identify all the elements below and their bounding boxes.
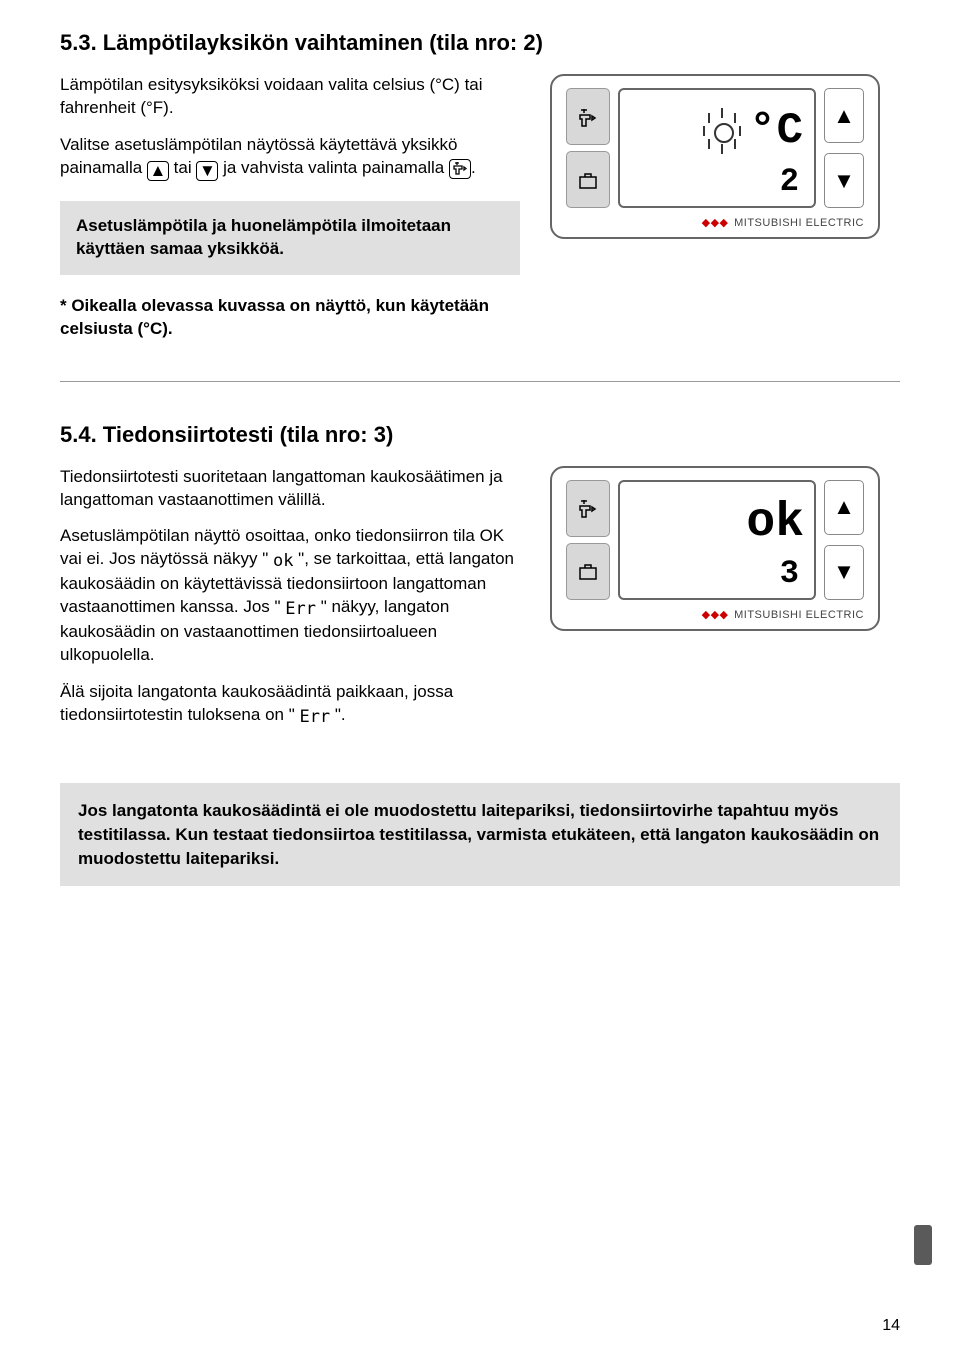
device1-brand: ◆◆◆ MITSUBISHI ELECTRIC bbox=[566, 216, 864, 229]
device1-side-buttons bbox=[566, 88, 610, 208]
ok-glyph-icon: ok bbox=[273, 550, 293, 573]
device2-brand: ◆◆◆ MITSUBISHI ELECTRIC bbox=[566, 608, 864, 621]
suitcase-button[interactable] bbox=[566, 151, 610, 208]
s53-p2-c: ja vahvista valinta painamalla bbox=[218, 158, 449, 177]
device1-brand-text: MITSUBISHI ELECTRIC bbox=[734, 217, 864, 229]
faucet-icon bbox=[449, 159, 471, 179]
err-glyph-icon: Err bbox=[285, 598, 316, 621]
s54-p2: Asetuslämpötilan näyttö osoittaa, onko t… bbox=[60, 525, 520, 667]
s54-p3-a: Älä sijoita langatonta kaukosäädintä pai… bbox=[60, 682, 453, 724]
err-glyph-icon-2: Err bbox=[299, 706, 330, 729]
brand-logo-icon-2: ◆◆◆ bbox=[702, 609, 729, 621]
s54-p1: Tiedonsiirtotesti suoritetaan langattoma… bbox=[60, 466, 520, 512]
brand-logo-icon: ◆◆◆ bbox=[702, 217, 729, 229]
s53-info-box: Asetuslämpötila ja huonelämpötila ilmoit… bbox=[60, 201, 520, 275]
s53-p2: Valitse asetuslämpötilan näytössä käytet… bbox=[60, 134, 520, 181]
device2-brand-text: MITSUBISHI ELECTRIC bbox=[734, 609, 864, 621]
s53-p2-d: . bbox=[471, 158, 476, 177]
wide-info-box: Jos langatonta kaukosäädintä ei ole muod… bbox=[60, 783, 900, 886]
device2-arrow-buttons: ▲ ▼ bbox=[824, 480, 864, 600]
s54-p3-b: ". bbox=[330, 705, 345, 724]
down-button-2[interactable]: ▼ bbox=[824, 545, 864, 600]
side-tab bbox=[914, 1225, 932, 1265]
suitcase-button-2[interactable] bbox=[566, 543, 610, 600]
remote-device-2: ok 3 ▲ ▼ ◆◆◆ MITSUBISHI ELECTRIC bbox=[550, 466, 880, 631]
up-button-2[interactable]: ▲ bbox=[824, 480, 864, 535]
section-divider bbox=[60, 381, 900, 382]
section-53-left: Lämpötilan esitysyksiköksi voidaan valit… bbox=[60, 74, 520, 341]
device2-main-value: ok bbox=[746, 496, 804, 550]
up-button[interactable]: ▲ bbox=[824, 88, 864, 143]
section-54-content: Tiedonsiirtotesti suoritetaan langattoma… bbox=[60, 466, 900, 743]
section-54-left: Tiedonsiirtotesti suoritetaan langattoma… bbox=[60, 466, 520, 743]
s54-p3: Älä sijoita langatonta kaukosäädintä pai… bbox=[60, 681, 520, 729]
device1-main-value: °C bbox=[749, 106, 804, 156]
s53-footnote: * Oikealla olevassa kuvassa on näyttö, k… bbox=[60, 295, 520, 341]
device2-side-buttons bbox=[566, 480, 610, 600]
section-53-right: °C 2 ▲ ▼ ◆◆◆ MITSUBISHI ELECTRIC bbox=[550, 74, 890, 239]
remote-device-1: °C 2 ▲ ▼ ◆◆◆ MITSUBISHI ELECTRIC bbox=[550, 74, 880, 239]
device2-lcd: ok 3 bbox=[618, 480, 816, 600]
sun-icon bbox=[699, 108, 745, 154]
section-54-right: ok 3 ▲ ▼ ◆◆◆ MITSUBISHI ELECTRIC bbox=[550, 466, 890, 631]
device2-lcd-main: ok bbox=[660, 488, 804, 558]
section-54-title: 5.4. Tiedonsiirtotesti (tila nro: 3) bbox=[60, 422, 900, 448]
faucet-button[interactable] bbox=[566, 88, 610, 145]
down-button[interactable]: ▼ bbox=[824, 153, 864, 208]
faucet-button-2[interactable] bbox=[566, 480, 610, 537]
section-53-title: 5.3. Lämpötilayksikön vaihtaminen (tila … bbox=[60, 30, 900, 56]
up-triangle-icon: ▲ bbox=[147, 161, 169, 181]
device1-lcd-main: °C bbox=[660, 96, 804, 166]
down-triangle-icon: ▼ bbox=[196, 161, 218, 181]
s53-p2-b: tai bbox=[169, 158, 196, 177]
device1-lcd: °C 2 bbox=[618, 88, 816, 208]
page-number: 14 bbox=[882, 1317, 900, 1335]
device1-sub-value: 2 bbox=[780, 163, 800, 200]
s53-p1: Lämpötilan esitysyksiköksi voidaan valit… bbox=[60, 74, 520, 120]
device1-arrow-buttons: ▲ ▼ bbox=[824, 88, 864, 208]
device2-sub-value: 3 bbox=[780, 555, 800, 592]
section-53-content: Lämpötilan esitysyksiköksi voidaan valit… bbox=[60, 74, 900, 341]
